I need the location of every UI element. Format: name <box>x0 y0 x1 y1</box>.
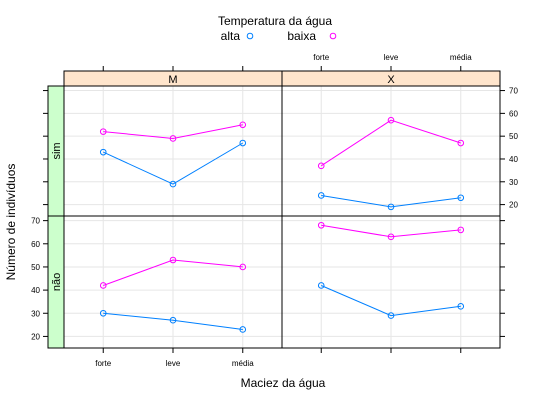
legend-label-baixa: baixa <box>287 29 316 43</box>
x-tick-label-bottom-forte: forte <box>95 359 112 368</box>
data-point-alta-M-não-forte <box>99 309 107 317</box>
legend-marker-alta <box>246 32 254 40</box>
y-tick-label-left-40: 40 <box>31 286 40 295</box>
x-axis-title: Maciez da água <box>241 376 326 390</box>
x-tick-label-top-forte: forte <box>313 53 330 62</box>
y-tick-label-left-30: 30 <box>31 309 40 318</box>
x-tick-label-top-média: média <box>450 53 472 62</box>
x-tick-label-bottom-leve: leve <box>166 359 181 368</box>
data-point-alta-M-sim-leve <box>169 180 177 188</box>
y-tick-label-right-20: 20 <box>509 201 518 210</box>
series-line-baixa-X-não <box>321 224 461 238</box>
strip-label-M: M <box>168 74 177 86</box>
data-point-baixa-M-sim-leve <box>169 135 177 142</box>
data-point-baixa-M-sim-média <box>239 121 247 129</box>
data-point-baixa-X-não-média <box>457 226 465 234</box>
legend-title: Temperatura da água <box>218 14 332 28</box>
y-tick-label-left-50: 50 <box>31 263 40 272</box>
series-line-baixa-X-sim <box>320 119 461 167</box>
x-tick-label-bottom-média: média <box>232 359 254 368</box>
legend-marker-baixa <box>329 32 337 40</box>
data-point-alta-M-não-leve <box>169 316 177 324</box>
series-line-baixa-M-sim <box>103 124 243 140</box>
data-point-alta-X-sim-leve <box>387 203 395 211</box>
data-point-alta-M-sim-média <box>239 139 247 147</box>
data-point-baixa-X-sim-média <box>457 139 465 147</box>
data-point-alta-X-não-média <box>457 303 465 310</box>
series-line-alta-X-não <box>321 285 461 317</box>
y-tick-label-left-70: 70 <box>31 217 40 226</box>
data-point-baixa-M-sim-forte <box>99 128 107 135</box>
series-line-alta-M-sim <box>102 142 244 185</box>
y-tick-label-right-50: 50 <box>509 132 518 141</box>
x-tick-label-top-leve: leve <box>384 53 399 62</box>
y-tick-label-right-40: 40 <box>509 155 518 164</box>
data-point-alta-X-não-leve <box>387 312 395 319</box>
y-tick-label-left-20: 20 <box>31 332 40 341</box>
data-point-baixa-M-não-média <box>239 263 247 271</box>
data-point-alta-M-não-média <box>239 326 247 333</box>
y-tick-label-right-30: 30 <box>509 178 518 187</box>
data-point-baixa-X-não-leve <box>387 233 395 241</box>
legend: Temperatura da água alta baixa <box>218 14 337 43</box>
y-tick-label-right-60: 60 <box>509 109 518 118</box>
series-line-baixa-M-não <box>103 259 243 286</box>
y-tick-label-left-60: 60 <box>31 240 40 249</box>
data-point-baixa-M-não-forte <box>99 282 107 289</box>
data-point-alta-M-sim-forte <box>99 148 107 156</box>
data-point-baixa-X-não-forte <box>317 221 325 229</box>
strip-label-X: X <box>387 74 395 86</box>
data-point-baixa-M-não-leve <box>169 256 177 264</box>
y-axis-title: Número de indivíduos <box>4 164 18 281</box>
data-point-alta-X-sim-forte <box>317 192 325 199</box>
data-point-alta-X-não-forte <box>317 282 325 289</box>
series-line-alta-X-sim <box>321 195 461 208</box>
series-line-alta-M-não <box>103 312 243 330</box>
strip-label-não: não <box>51 273 63 291</box>
data-point-alta-X-sim-média <box>457 194 465 202</box>
data-point-baixa-X-sim-leve <box>387 116 395 124</box>
data-point-baixa-X-sim-forte <box>317 162 325 170</box>
strip-label-sim: sim <box>51 142 63 159</box>
legend-label-alta: alta <box>221 29 241 43</box>
y-tick-label-right-70: 70 <box>509 87 518 96</box>
